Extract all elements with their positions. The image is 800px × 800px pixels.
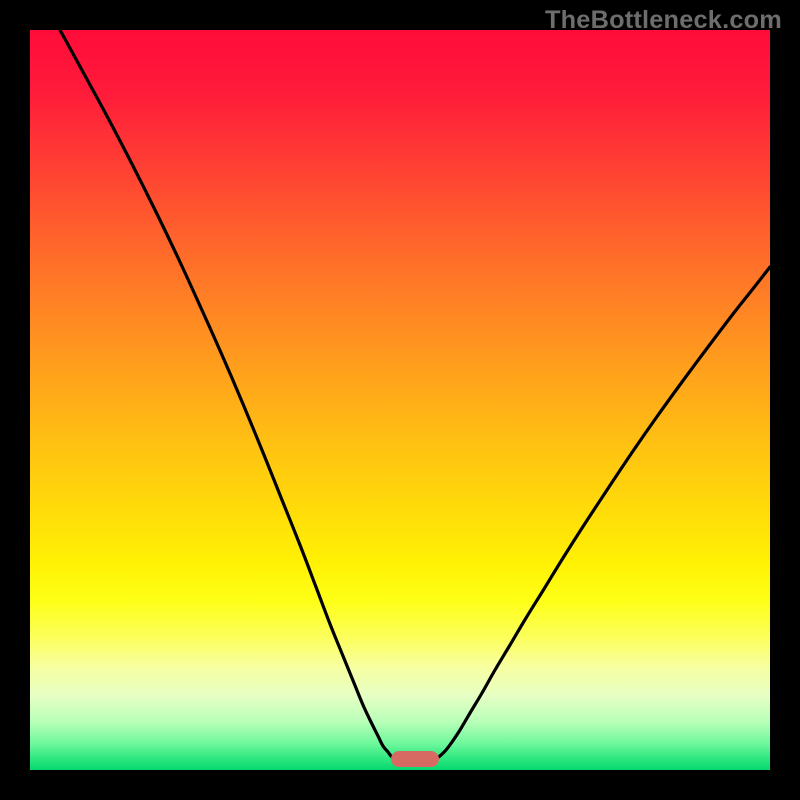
chart-svg	[0, 0, 800, 800]
plot-background	[30, 30, 770, 770]
watermark-text: TheBottleneck.com	[545, 6, 782, 35]
optimal-marker	[391, 751, 439, 767]
bottleneck-chart	[0, 0, 800, 800]
